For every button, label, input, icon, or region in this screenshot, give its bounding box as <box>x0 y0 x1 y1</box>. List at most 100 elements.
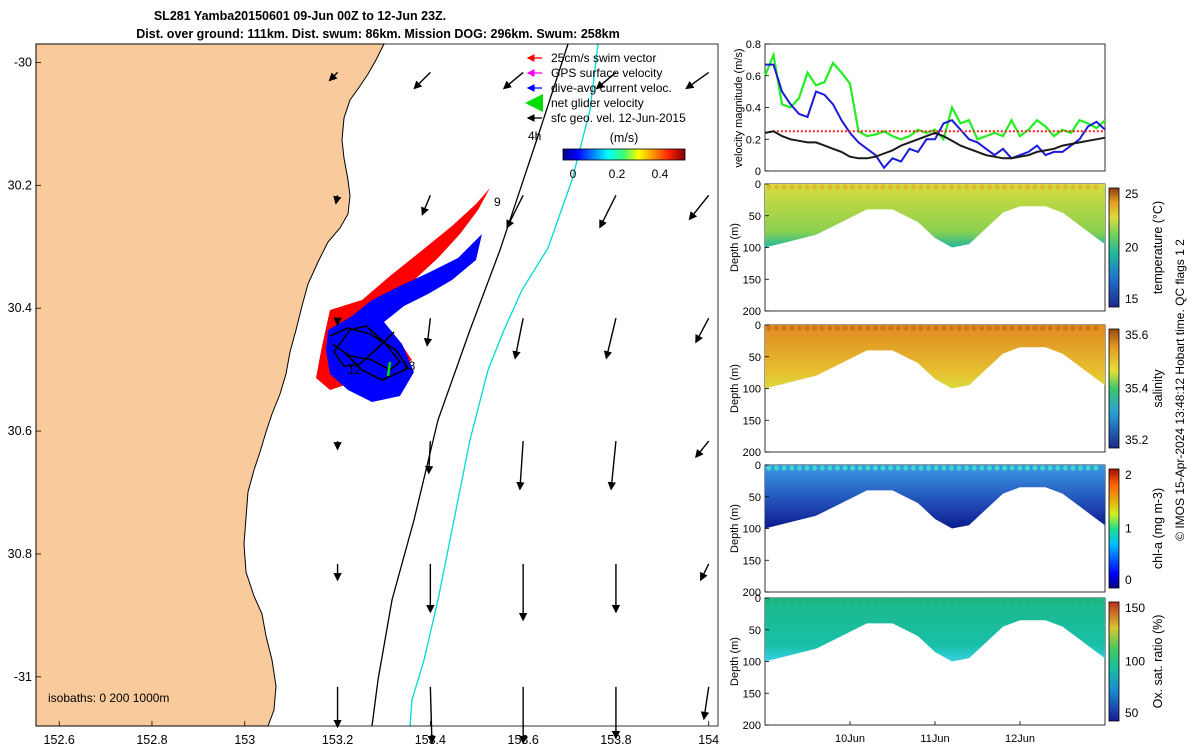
section-sample-dot <box>1093 184 1099 190</box>
section-sample-dot <box>971 325 977 331</box>
colorbar-tick-label: 1 <box>1125 522 1132 536</box>
day-label: 13 <box>402 359 416 373</box>
section-sample-dot <box>1024 465 1030 471</box>
section-sample-dot <box>895 465 901 471</box>
section-sample-dot <box>781 598 787 604</box>
section-sample-dot <box>1055 598 1061 604</box>
section-sample-dot <box>910 598 917 604</box>
section-sample-dot <box>789 465 795 471</box>
geo-velocity-arrows <box>328 71 710 745</box>
depth-tick-label: 200 <box>743 447 761 459</box>
legend-item: dive-avg current veloc. <box>526 81 672 95</box>
section-sample-dot <box>812 325 818 331</box>
section-sample-dot <box>842 465 848 471</box>
section-sample-dot <box>1055 184 1061 190</box>
velocity-y-axis: 0 0.2 0.4 0.6 0.8 <box>746 39 769 178</box>
section-sample-dot <box>804 325 810 331</box>
section-sample-dot <box>1024 325 1030 331</box>
section-sample-dot <box>850 465 856 471</box>
map-x-tick-label: 153.8 <box>600 733 631 747</box>
section-sample-dot <box>1032 465 1038 471</box>
geo-velocity-arrow <box>685 71 710 90</box>
glider-current-arrow <box>386 361 392 377</box>
section-sample-dot <box>1062 184 1068 190</box>
velocity-y-tick-label: 0.6 <box>746 71 761 83</box>
isobaths-label: isobaths: 0 200 1000m <box>48 691 169 705</box>
section-sample-dot <box>774 598 780 604</box>
section-sample-dot <box>979 598 985 604</box>
figure-title: SL281 Yamba20150601 09-Jun 00Z to 12-Jun… <box>154 9 446 23</box>
section-sample-dot <box>1062 465 1068 471</box>
section-sample-dot <box>827 598 833 604</box>
glider-track-line <box>329 325 410 381</box>
velocity-y-tick-label: 0.4 <box>746 103 761 115</box>
colorbar-tick: 0 <box>570 167 577 181</box>
section-sample-dot <box>812 184 818 190</box>
section-sample-dot <box>964 325 970 331</box>
section-sample-dot <box>910 325 917 331</box>
section-sample-dot <box>1002 184 1008 190</box>
velocity-y-tick-label: 0 <box>755 166 761 178</box>
section-sample-dot <box>971 184 977 190</box>
speed-colorbar: (m/s) 0 0.2 0.4 <box>562 131 686 181</box>
colorbar-title: (m/s) <box>610 131 638 145</box>
section-sample-dot <box>1040 598 1046 604</box>
section-panel-chl-a: 0 50 100 150 200 Depth (m) 2 1 0 chl-a (mg m-3) <box>729 460 1165 599</box>
map-x-tick-label: 152.8 <box>136 733 167 747</box>
section-sample-dot <box>796 325 803 331</box>
depth-tick-label: 100 <box>743 384 761 396</box>
depth-tick-label: 50 <box>749 352 761 364</box>
geo-velocity-arrow <box>328 71 339 82</box>
section-sample-dot <box>880 598 886 604</box>
section-sample-dot <box>796 465 803 471</box>
section-sample-dot <box>964 598 970 604</box>
colorbar-tick-label: 15 <box>1125 292 1139 306</box>
section-sample-dot <box>1002 325 1008 331</box>
section-sample-dot <box>827 184 833 190</box>
section-sample-dot <box>789 598 795 604</box>
section-sample-dot <box>766 465 772 471</box>
depth-tick-label: 100 <box>743 524 761 536</box>
section-sample-dot <box>1055 465 1061 471</box>
colorbar-label: chl-a (mg m-3) <box>1151 488 1165 569</box>
footer-note: © IMOS 15-Apr-2024 13:48:12 Hobart time.… <box>1173 239 1187 541</box>
map-frame <box>35 43 719 727</box>
section-sample-dot <box>1062 325 1068 331</box>
section-sample-dot <box>1070 465 1076 471</box>
section-sample-dot <box>903 465 909 471</box>
section-sample-dot <box>986 598 993 604</box>
day-label: 12 <box>348 363 362 377</box>
velocity-series-line <box>765 63 1106 170</box>
velocity-series-line <box>763 51 1106 142</box>
section-sample-dot <box>857 465 863 471</box>
map-x-tick-label: 153.6 <box>508 733 539 747</box>
land-mass <box>35 43 385 727</box>
section-panel-salinity: 0 50 100 150 200 Depth (m) 35.6 35.4 35.2 salinit… <box>729 320 1165 459</box>
section-sample-dot <box>903 184 909 190</box>
section-heatmap <box>765 184 1105 248</box>
section-sample-dot <box>880 184 886 190</box>
section-sample-dot <box>804 598 810 604</box>
section-colorbar <box>1108 468 1120 589</box>
legend-label: dive-avg current veloc. <box>551 81 672 95</box>
section-sample-dot <box>872 598 879 604</box>
section-sample-dot <box>819 184 825 190</box>
section-sample-dot <box>956 465 962 471</box>
section-sample-dot <box>1017 598 1023 604</box>
section-sample-dot <box>1047 184 1053 190</box>
velocity-series-line <box>764 130 1105 134</box>
section-sample-dot <box>918 325 924 331</box>
map-y-tick-label: 30.6 <box>8 424 32 438</box>
section-sample-dot <box>774 184 780 190</box>
section-sample-dot <box>827 325 833 331</box>
section-sample-dot <box>1085 598 1091 604</box>
colorbar-gradient <box>562 148 686 161</box>
section-sample-dot <box>895 325 901 331</box>
velocity-y-tick-label: 0.8 <box>746 39 761 51</box>
legend-label: sfc geo. vel. 12-Jun-2015 <box>551 111 686 125</box>
section-sample-dot <box>819 598 825 604</box>
section-sample-dot <box>850 598 856 604</box>
section-sample-dot <box>1085 325 1091 331</box>
section-sample-dot <box>903 325 909 331</box>
isobath-200m <box>371 43 569 727</box>
